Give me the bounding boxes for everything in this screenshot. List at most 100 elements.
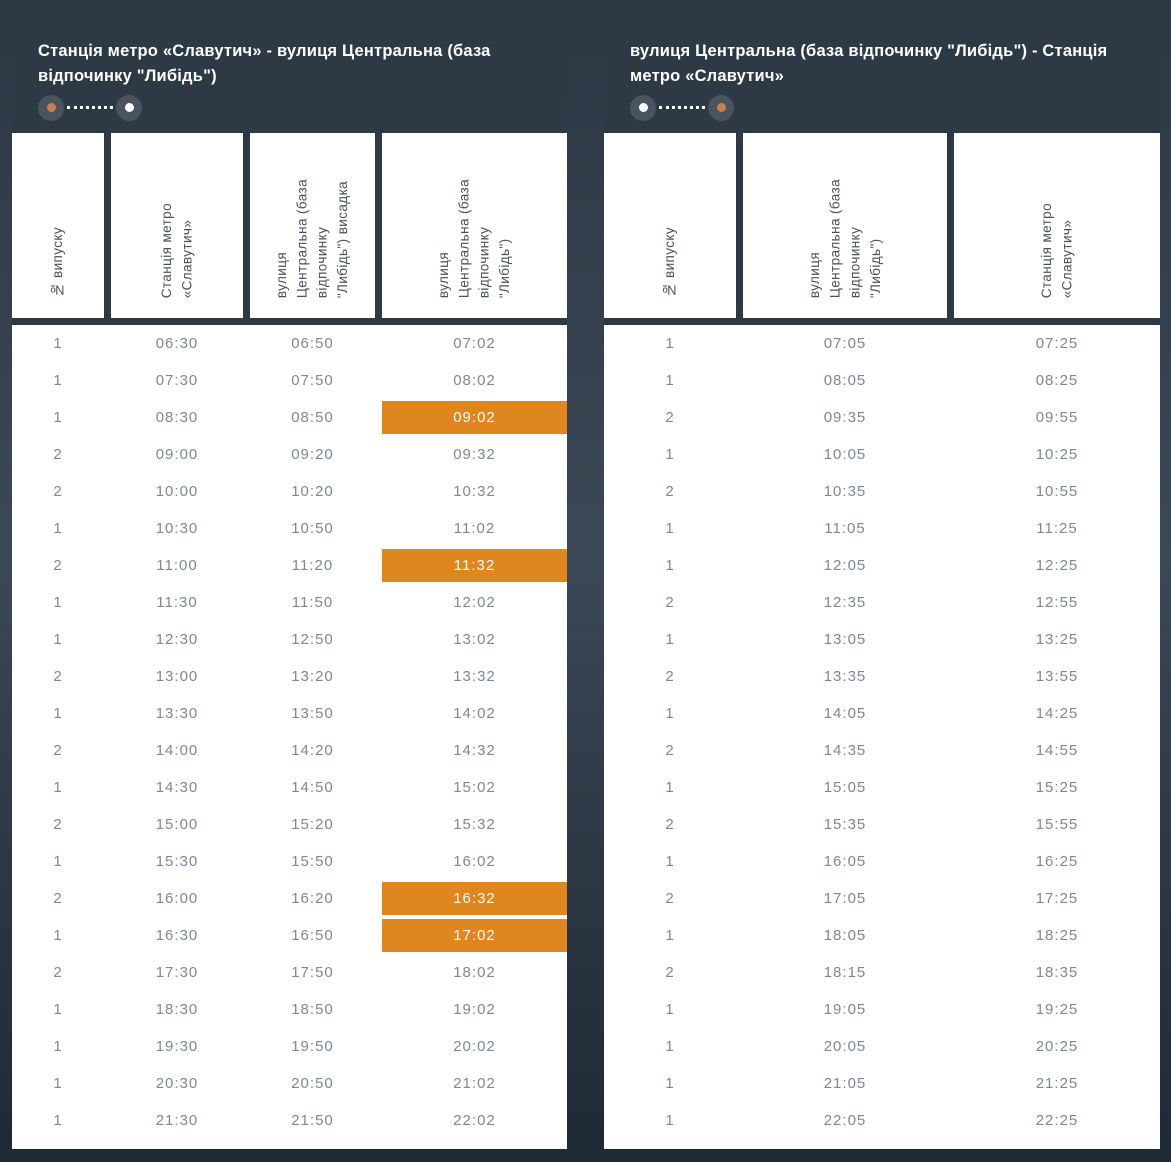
route-dotted-line-icon (659, 106, 705, 109)
time-cell: 08:30 (155, 409, 199, 426)
highlighted-time-cell: 16:32 (382, 882, 567, 915)
table-body: 1 07:05 07:25 1 08:05 08:25 2 09:35 09:55 1 10:05 1… (604, 325, 1160, 1149)
run-number-cell: 1 (665, 1038, 675, 1055)
run-number-cell: 1 (665, 631, 675, 648)
time-cell: 07:50 (291, 372, 334, 389)
time-cell: 10:05 (823, 446, 867, 463)
time-cell: 18:25 (1035, 927, 1079, 944)
run-number-cell: 2 (53, 557, 63, 574)
table-row: 1 20:05 20:25 (604, 1028, 1160, 1065)
route-end-marker (708, 94, 734, 121)
time-cell: 13:02 (453, 631, 496, 648)
table-row: 2 15:35 15:55 (604, 806, 1160, 843)
column-header-label: вулиця Центральна (база відпочинку "Либі… (274, 178, 350, 298)
time-cell: 14:00 (155, 742, 199, 759)
time-cell: 21:02 (453, 1075, 496, 1092)
table-row: 1 18:05 18:25 (604, 917, 1160, 954)
table-row: 1 18:30 18:50 19:02 (12, 991, 567, 1028)
route-start-marker (38, 94, 64, 121)
run-number-cell: 1 (665, 1001, 675, 1018)
run-number-cell: 1 (53, 853, 63, 870)
table-header-row: № випуску Станція метро «Славутич» вулиця … (12, 133, 567, 318)
table-row: 1 11:30 11:50 12:02 (12, 584, 567, 621)
time-cell: 10:55 (1035, 483, 1079, 500)
table-row: 1 13:05 13:25 (604, 621, 1160, 658)
table-row: 1 12:05 12:25 (604, 547, 1160, 584)
time-cell: 14:05 (823, 705, 867, 722)
time-cell: 14:02 (453, 705, 496, 722)
route-title: Станція метро «Славутич» - вулиця Центра… (38, 42, 491, 85)
time-cell: 10:20 (291, 483, 334, 500)
table-row: 1 07:30 07:50 08:02 (12, 362, 567, 399)
table-row: 1 19:05 19:25 (604, 991, 1160, 1028)
time-cell: 08:50 (291, 409, 334, 426)
time-cell: 07:02 (453, 335, 496, 352)
run-number-cell: 1 (665, 1112, 675, 1129)
time-cell: 16:02 (453, 853, 496, 870)
run-number-cell: 2 (665, 594, 675, 611)
run-number-cell: 1 (53, 335, 63, 352)
column-header: № випуску (604, 133, 736, 318)
run-number-cell: 2 (665, 742, 675, 759)
time-cell: 14:25 (1035, 705, 1079, 722)
table-row: 2 14:00 14:20 14:32 (12, 732, 567, 769)
time-cell: 11:05 (824, 520, 866, 537)
time-cell: 15:35 (823, 816, 867, 833)
table-row: 2 10:35 10:55 (604, 473, 1160, 510)
time-cell: 07:25 (1035, 335, 1079, 352)
time-cell: 08:05 (823, 372, 867, 389)
time-cell: 17:50 (291, 964, 334, 981)
run-number-cell: 1 (665, 853, 675, 870)
column-header: № випуску (12, 133, 104, 318)
run-number-cell: 2 (53, 890, 63, 907)
route-dotted-line-icon (67, 106, 113, 109)
time-cell: 14:20 (291, 742, 334, 759)
time-cell: 16:50 (291, 927, 334, 944)
time-cell: 15:25 (1035, 779, 1079, 796)
time-cell: 20:50 (291, 1075, 334, 1092)
highlighted-time-cell: 09:02 (382, 401, 567, 434)
time-cell: 13:20 (291, 668, 334, 685)
time-cell: 18:50 (291, 1001, 334, 1018)
time-cell: 15:32 (453, 816, 496, 833)
time-cell: 09:00 (155, 446, 199, 463)
route-end-dot (716, 103, 726, 112)
time-cell: 09:20 (291, 446, 334, 463)
time-cell: 13:05 (823, 631, 867, 648)
time-cell: 08:02 (453, 372, 496, 389)
time-cell: 17:30 (155, 964, 199, 981)
time-cell: 19:30 (155, 1038, 199, 1055)
run-number-cell: 1 (665, 557, 675, 574)
column-header-label: вулиця Центральна (база відпочинку "Либі… (436, 178, 512, 298)
time-cell: 12:35 (823, 594, 867, 611)
run-number-cell: 2 (53, 668, 63, 685)
time-cell: 21:25 (1035, 1075, 1079, 1092)
table-row: 2 14:35 14:55 (604, 732, 1160, 769)
run-number-cell: 1 (53, 705, 63, 722)
time-cell: 15:02 (453, 779, 496, 796)
time-cell: 12:02 (453, 594, 496, 611)
run-number-cell: 1 (665, 372, 675, 389)
time-cell: 10:32 (453, 483, 496, 500)
run-number-cell: 1 (53, 1112, 63, 1129)
table-body: 1 06:30 06:50 07:02 1 07:30 07:50 08:02 1 08:30 08… (12, 325, 567, 1149)
table-row: 1 15:30 15:50 16:02 (12, 843, 567, 880)
time-cell: 15:50 (291, 853, 334, 870)
time-cell: 16:00 (155, 890, 199, 907)
run-number-cell: 2 (665, 409, 675, 426)
column-header: Станція метро «Славутич» (111, 133, 243, 318)
time-cell: 12:25 (1035, 557, 1079, 574)
time-cell: 07:30 (155, 372, 199, 389)
table-row: 1 13:30 13:50 14:02 (12, 695, 567, 732)
table-row: 2 13:35 13:55 (604, 658, 1160, 695)
table-row: 1 16:30 16:50 17:02 (12, 917, 567, 954)
time-cell: 18:35 (1035, 964, 1079, 981)
run-number-cell: 1 (53, 372, 63, 389)
time-cell: 12:30 (155, 631, 199, 648)
time-cell: 19:25 (1035, 1001, 1079, 1018)
time-cell: 21:05 (823, 1075, 867, 1092)
table-row: 2 11:00 11:20 11:32 (12, 547, 567, 584)
time-cell: 18:05 (823, 927, 867, 944)
table-row: 1 22:05 22:25 (604, 1102, 1160, 1139)
